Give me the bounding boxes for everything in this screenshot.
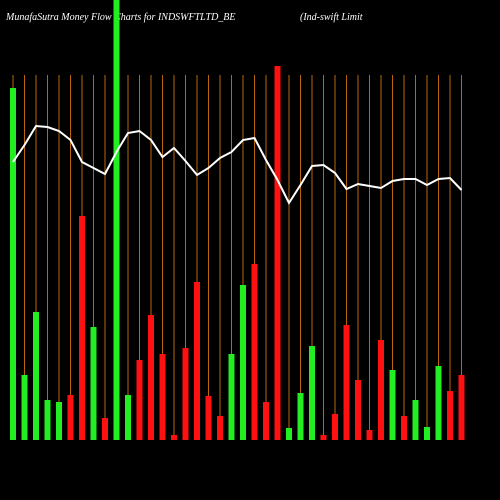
bar (412, 400, 419, 440)
bar (366, 430, 373, 440)
bar (435, 366, 442, 440)
bar (286, 428, 292, 440)
chart-subtitle: (Ind-swift Limit (300, 12, 363, 23)
bar (90, 327, 97, 440)
bar (136, 360, 143, 440)
bar (102, 418, 108, 440)
chart-title: MunafaSutra Money Flow Charts for INDSWF… (5, 12, 236, 23)
bar (113, 0, 120, 440)
money-flow-line (12, 124, 463, 206)
bar (251, 264, 258, 440)
bar (44, 400, 51, 440)
bar (228, 354, 235, 440)
bar (447, 391, 453, 440)
bar (458, 375, 465, 440)
bar (240, 285, 246, 440)
bar (355, 380, 361, 440)
bar (320, 435, 327, 440)
bar (159, 354, 166, 440)
bar (33, 312, 39, 440)
bar (194, 282, 200, 440)
bar (297, 393, 304, 440)
bar (401, 416, 407, 440)
bar (56, 402, 62, 440)
bar (217, 416, 223, 440)
bar (67, 395, 74, 440)
bar (10, 88, 16, 440)
bar (263, 402, 269, 440)
bar (343, 325, 350, 440)
bar (125, 395, 131, 440)
bar (378, 340, 384, 440)
bar (389, 370, 396, 440)
bar (205, 396, 212, 440)
bar (148, 315, 154, 440)
bar (182, 348, 189, 440)
bar (21, 375, 28, 440)
bar (424, 427, 430, 440)
bar (171, 435, 177, 440)
bar (79, 216, 85, 440)
bar (309, 346, 315, 440)
bar (274, 66, 281, 440)
bar (332, 414, 338, 440)
